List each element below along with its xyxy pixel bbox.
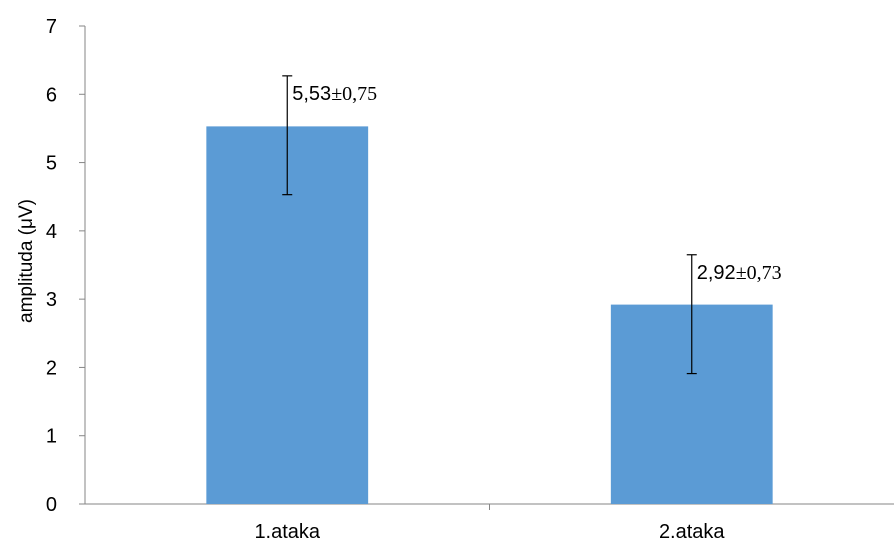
- data-label: 2,92±0,73: [697, 262, 782, 284]
- y-tick-label: 1: [46, 426, 57, 448]
- y-axis-label: amplituda (μV): [16, 199, 37, 323]
- data-label: 5,53±0,75: [292, 83, 377, 105]
- y-tick-label: 7: [46, 16, 57, 38]
- x-category-label: 2.ataka: [659, 521, 725, 543]
- y-tick-label: 4: [46, 221, 57, 243]
- y-tick-label: 0: [46, 494, 57, 516]
- y-tick-label: 5: [46, 153, 57, 175]
- y-tick-label: 3: [46, 289, 57, 311]
- y-tick-label: 2: [46, 357, 57, 379]
- y-tick-label: 6: [46, 84, 57, 106]
- plot-area: 0 1 2 3 4 5 6 7 5,53±0,75 1.ataka 2,92±0,73 2.ataka: [46, 16, 894, 543]
- x-category-label: 1.ataka: [254, 521, 320, 543]
